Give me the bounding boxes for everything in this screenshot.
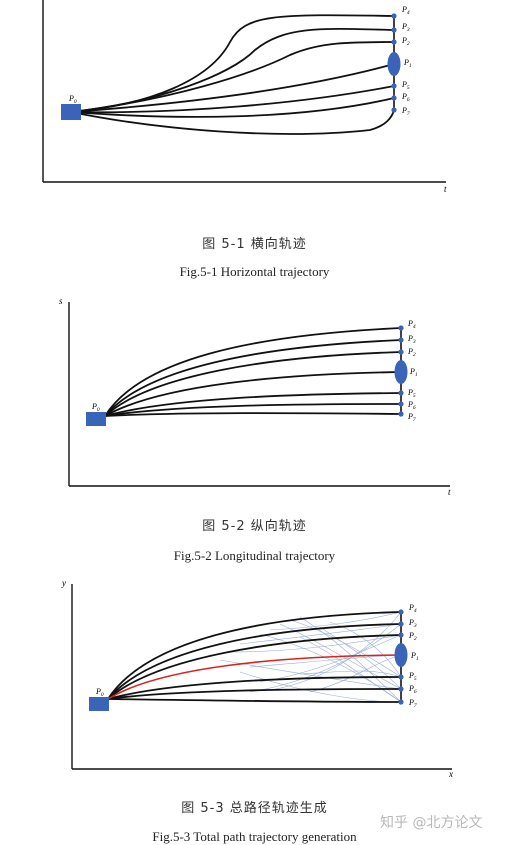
label-p5: P5 — [401, 80, 410, 91]
label-p2: P2 — [407, 347, 416, 358]
node-p6 — [391, 95, 397, 101]
trajectory-p3 — [70, 28, 395, 113]
figure-longitudinal-trajectory: s t P0 P4 P3 P2 P1 P5 P6 P7 — [59, 296, 451, 497]
node-p6 — [398, 686, 404, 692]
label-p7: P7 — [401, 106, 410, 117]
label-p2: P2 — [401, 36, 410, 47]
node-p1 — [387, 52, 401, 76]
trajectory-p5 — [70, 85, 395, 114]
start-vehicle — [89, 697, 109, 711]
node-p3 — [398, 621, 404, 627]
node-p1 — [394, 360, 408, 384]
caption-en-fig2: Fig.5-2 Longitudinal trajectory — [173, 548, 336, 563]
label-p1: P1 — [403, 58, 412, 69]
trajectory-curves — [70, 14, 395, 135]
start-vehicle — [61, 104, 81, 120]
y-axis-label: s — [59, 296, 63, 306]
label-p3: P3 — [408, 618, 417, 629]
trajectory-p4 — [107, 611, 402, 700]
trajectory-p3 — [107, 623, 402, 700]
trajectory-p2 — [104, 351, 402, 417]
trajectory-p4 — [104, 327, 402, 417]
x-axis-label: t — [444, 184, 447, 194]
trajectory-curves — [107, 611, 402, 703]
node-p2 — [398, 349, 404, 355]
trajectory-p3 — [104, 339, 402, 417]
caption-cn-fig2: 图 5-2 纵向轨迹 — [202, 519, 307, 534]
label-p4: P4 — [408, 603, 417, 614]
node-p2 — [391, 39, 397, 45]
node-p5 — [391, 83, 397, 89]
figure-horizontal-trajectory: t P0 P4 P3 P2 P1 P5 P6 P7 — [42, 0, 447, 194]
caption-cn-fig3: 图 5-3 总路径轨迹生成 — [181, 801, 328, 816]
trajectory-p6 — [70, 97, 395, 118]
node-p4 — [398, 325, 404, 331]
label-p6: P6 — [408, 684, 417, 695]
watermark: 知乎 @北方论文 — [380, 815, 483, 831]
node-p6 — [398, 401, 404, 407]
node-p4 — [398, 609, 404, 615]
trajectory-p7 — [70, 109, 395, 135]
start-label: P0 — [91, 402, 100, 413]
candidate-paths — [219, 611, 402, 703]
trajectory-p2 — [70, 41, 395, 113]
node-p7 — [398, 699, 404, 705]
label-p2: P2 — [408, 631, 417, 642]
trajectory-p6 — [107, 688, 402, 700]
endpoint-labels: P4 P3 P2 P1 P5 P6 P7 — [407, 319, 418, 423]
label-p1: P1 — [410, 651, 419, 662]
label-p5: P5 — [407, 388, 416, 399]
node-p5 — [398, 674, 404, 680]
label-p4: P4 — [407, 319, 416, 330]
endpoint-nodes — [394, 325, 408, 417]
label-p1: P1 — [409, 367, 418, 378]
start-label: P0 — [68, 94, 77, 105]
endpoint-nodes — [387, 13, 401, 113]
label-p6: P6 — [401, 92, 410, 103]
trajectory-p5 — [107, 676, 402, 700]
node-p1 — [394, 643, 408, 667]
node-p7 — [391, 107, 397, 113]
label-p3: P3 — [407, 334, 416, 345]
trajectory-p5 — [104, 392, 402, 417]
y-axis-label: y — [61, 578, 66, 588]
caption-en-fig1: Fig.5-1 Horizontal trajectory — [179, 264, 330, 279]
caption-en-fig3: Fig.5-3 Total path trajectory generation — [152, 829, 357, 844]
endpoint-nodes — [394, 609, 408, 705]
trajectory-p7 — [107, 698, 402, 703]
label-p7: P7 — [408, 698, 417, 709]
x-axis-label: x — [448, 769, 453, 779]
label-p3: P3 — [401, 22, 410, 33]
node-p5 — [398, 390, 404, 396]
label-p6: P6 — [407, 400, 416, 411]
start-label: P0 — [95, 687, 104, 698]
label-p4: P4 — [401, 5, 410, 16]
trajectory-p1 — [104, 371, 402, 417]
endpoint-labels: P4 P3 P2 P1 P5 P6 P7 — [408, 603, 419, 709]
endpoint-labels: P4 P3 P2 P1 P5 P6 P7 — [401, 5, 412, 117]
node-p3 — [398, 337, 404, 343]
node-p4 — [391, 13, 397, 19]
trajectory-curves — [104, 327, 402, 417]
start-vehicle — [86, 412, 106, 426]
node-p2 — [398, 632, 404, 638]
optimal-trajectory — [107, 654, 402, 700]
trajectory-p2 — [107, 634, 402, 700]
label-p7: P7 — [407, 412, 416, 423]
trajectory-p1 — [70, 63, 395, 113]
figure-total-path-generation: y x — [61, 578, 453, 779]
node-p3 — [391, 27, 397, 33]
trajectory-p6 — [104, 403, 402, 417]
trajectory-p7 — [104, 412, 402, 417]
caption-cn-fig1: 图 5-1 横向轨迹 — [202, 237, 307, 252]
node-p7 — [398, 411, 404, 417]
x-axis-label: t — [448, 487, 451, 497]
label-p5: P5 — [408, 671, 417, 682]
